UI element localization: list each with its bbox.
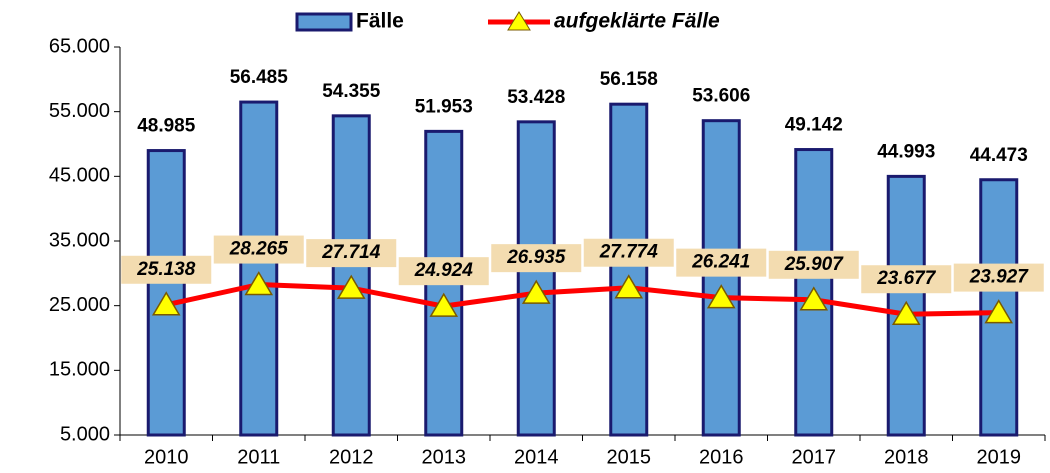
x-tick-label: 2014: [514, 446, 559, 468]
label-box: [306, 239, 397, 268]
legend-swatch: [295, 12, 353, 32]
bar-value-label: 54.355: [322, 81, 381, 102]
bar-value-label: 49.142: [785, 115, 843, 136]
legend-label: Fälle: [356, 10, 404, 33]
line-value-label: 28.265: [229, 239, 289, 260]
bar: [239, 100, 279, 437]
line-value-label: 27.714: [321, 242, 381, 263]
line-value-label: 25.907: [784, 254, 845, 275]
x-tick-label: 2018: [884, 446, 929, 468]
marker: [984, 299, 1014, 324]
line-value-label: 23.677: [876, 268, 937, 289]
x-tick-label: 2016: [699, 446, 744, 468]
line-value-label: 25.138: [136, 259, 196, 280]
label-box: [398, 257, 489, 286]
label-box: [213, 235, 304, 264]
legend-label: aufgeklärte Fälle: [554, 10, 720, 33]
bar-value-label: 53.606: [692, 86, 750, 107]
legend-marker: [507, 11, 531, 31]
marker: [336, 274, 366, 299]
marker: [151, 291, 181, 316]
label-box: [676, 248, 767, 277]
x-tick-label: 2012: [329, 446, 374, 468]
line-value-label: 26.241: [691, 252, 750, 273]
marker: [521, 279, 551, 304]
bar-value-label: 56.485: [230, 67, 289, 88]
marker: [244, 271, 274, 296]
bar: [609, 102, 649, 437]
y-tick-label: 65.000: [49, 35, 110, 57]
x-tick-label: 2013: [422, 446, 467, 468]
marker: [706, 284, 736, 309]
y-tick-label: 45.000: [49, 165, 110, 187]
marker: [891, 300, 921, 325]
bar-value-label: 44.993: [877, 141, 935, 162]
line-value-label: 27.774: [599, 242, 659, 263]
marker: [429, 292, 459, 317]
bar: [516, 120, 556, 437]
y-tick-label: 55.000: [49, 100, 110, 122]
x-tick-label: 2015: [607, 446, 652, 468]
bar-value-label: 53.428: [507, 87, 565, 108]
y-tick-label: 35.000: [49, 229, 110, 251]
bar-value-label: 48.985: [137, 116, 196, 137]
bar-value-label: 51.953: [415, 96, 473, 117]
label-box: [121, 255, 212, 284]
marker: [614, 274, 644, 299]
label-box: [953, 263, 1044, 292]
x-tick-label: 2017: [792, 446, 837, 468]
line-value-label: 26.935: [506, 247, 566, 268]
bar-value-label: 56.158: [600, 69, 658, 90]
bar: [701, 119, 741, 437]
line-value-label: 23.927: [969, 267, 1030, 288]
y-tick-label: 15.000: [49, 359, 110, 381]
x-tick-label: 2011: [237, 446, 280, 468]
y-tick-label: 5.000: [60, 423, 110, 445]
label-box: [491, 244, 582, 273]
line-value-label: 24.924: [414, 260, 474, 281]
label-box: [583, 238, 674, 267]
bar-value-label: 44.473: [970, 145, 1028, 166]
x-tick-label: 2010: [144, 446, 189, 468]
label-box: [768, 250, 859, 279]
marker: [799, 286, 829, 311]
line: [165, 282, 999, 317]
x-tick-label: 2019: [977, 446, 1022, 468]
label-box: [861, 265, 952, 294]
y-tick-label: 25.000: [49, 294, 110, 316]
